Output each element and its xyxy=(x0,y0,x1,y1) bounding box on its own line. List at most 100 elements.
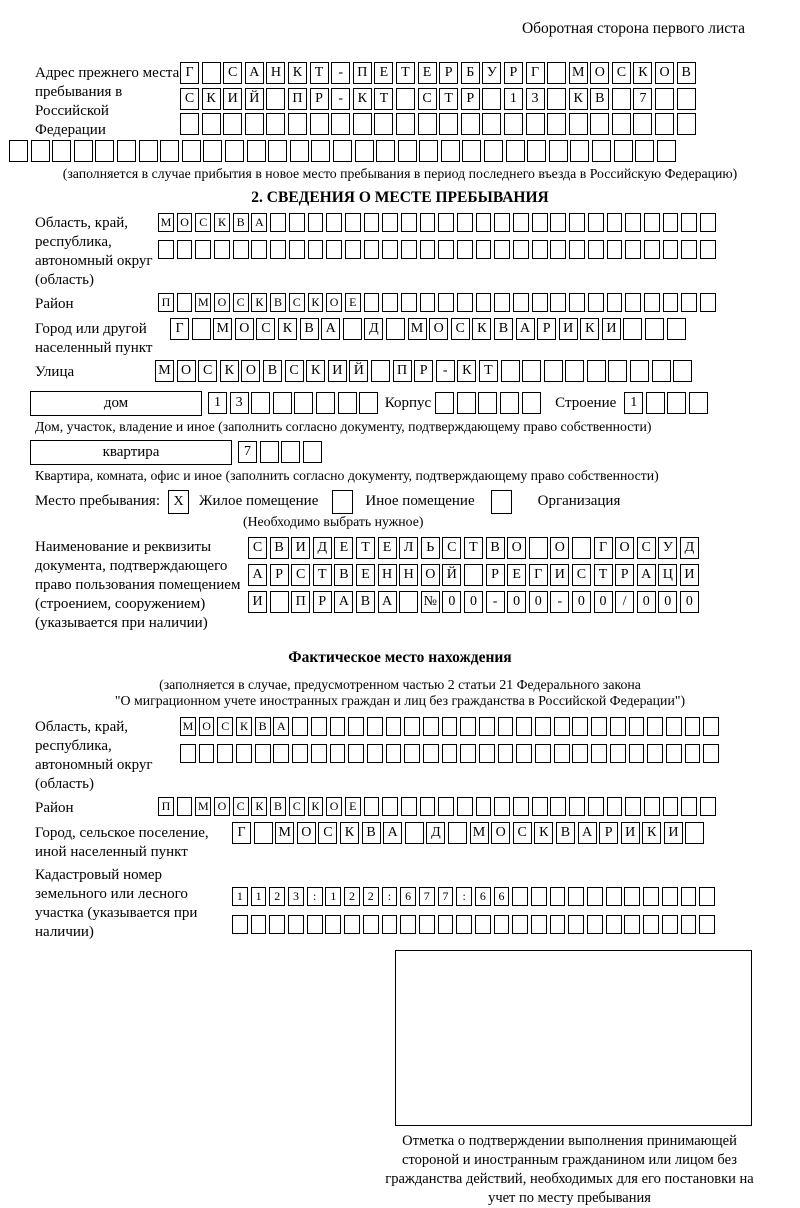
char-cell[interactable]: Н xyxy=(377,563,397,586)
char-cell[interactable]: И xyxy=(248,590,267,613)
char-cell[interactable] xyxy=(665,743,682,763)
char-cell[interactable]: К xyxy=(307,292,324,312)
char-cell[interactable] xyxy=(587,887,603,906)
char-cell[interactable] xyxy=(404,822,424,844)
char-cell[interactable]: Ь xyxy=(420,536,440,559)
char-cell[interactable] xyxy=(418,915,435,934)
char-cell[interactable] xyxy=(531,796,548,816)
char-cell[interactable]: И xyxy=(550,563,570,586)
char-cell[interactable] xyxy=(52,140,72,162)
char-cell[interactable] xyxy=(568,113,588,135)
char-cell[interactable] xyxy=(550,292,567,312)
char-cell[interactable]: Ц xyxy=(658,563,678,586)
char-cell[interactable] xyxy=(643,887,659,906)
char-cell[interactable] xyxy=(628,716,645,736)
char-cell[interactable]: С xyxy=(180,87,199,110)
char-cell[interactable] xyxy=(549,915,566,934)
char-cell[interactable] xyxy=(662,212,679,232)
char-cell[interactable]: Е xyxy=(344,796,361,816)
char-cell[interactable] xyxy=(681,292,698,312)
char-cell[interactable] xyxy=(217,743,234,763)
char-cell[interactable] xyxy=(493,915,510,934)
char-cell[interactable]: О xyxy=(241,360,261,382)
char-cell[interactable] xyxy=(625,796,641,816)
char-cell[interactable]: К xyxy=(251,796,268,816)
char-cell[interactable] xyxy=(479,716,495,736)
char-cell[interactable] xyxy=(307,212,324,232)
char-cell[interactable] xyxy=(366,716,383,736)
char-cell[interactable]: О xyxy=(615,536,635,559)
checkbox-other-premises[interactable] xyxy=(332,489,354,514)
char-cell[interactable] xyxy=(201,113,221,135)
char-cell[interactable] xyxy=(400,212,417,232)
char-cell[interactable]: К xyxy=(214,212,230,232)
char-cell[interactable] xyxy=(382,239,399,259)
char-cell[interactable]: К xyxy=(534,822,554,844)
char-cell[interactable] xyxy=(273,743,290,763)
char-cell[interactable]: 1 xyxy=(250,887,267,906)
char-cell[interactable] xyxy=(195,239,212,259)
char-cell[interactable]: В xyxy=(361,822,381,844)
char-cell[interactable]: 6 xyxy=(474,887,491,906)
char-cell[interactable] xyxy=(116,140,136,162)
char-cell[interactable]: С xyxy=(611,62,631,84)
char-cell[interactable] xyxy=(176,239,193,259)
char-cell[interactable] xyxy=(460,743,477,763)
char-cell[interactable] xyxy=(494,212,511,232)
char-cell[interactable]: В xyxy=(676,62,696,84)
char-cell[interactable]: С xyxy=(512,822,532,844)
char-cell[interactable]: Е xyxy=(334,536,354,559)
char-cell[interactable] xyxy=(572,716,589,736)
char-cell[interactable] xyxy=(628,743,645,763)
char-cell[interactable] xyxy=(681,796,698,816)
char-cell[interactable]: Р xyxy=(599,822,619,844)
char-cell[interactable]: С xyxy=(450,318,470,340)
char-cell[interactable] xyxy=(419,212,436,232)
char-cell[interactable] xyxy=(422,743,439,763)
char-cell[interactable] xyxy=(512,887,529,906)
char-cell[interactable] xyxy=(342,318,362,340)
char-cell[interactable] xyxy=(643,796,660,816)
char-cell[interactable]: А xyxy=(383,822,403,844)
char-cell[interactable]: В xyxy=(485,536,505,559)
char-cell[interactable]: М xyxy=(155,360,174,382)
char-cell[interactable] xyxy=(447,822,467,844)
char-cell[interactable]: А xyxy=(515,318,535,340)
char-cell[interactable] xyxy=(326,212,342,232)
char-cell[interactable]: К xyxy=(287,62,307,84)
char-cell[interactable] xyxy=(9,140,28,162)
char-cell[interactable] xyxy=(344,239,361,259)
char-cell[interactable] xyxy=(437,915,454,934)
char-cell[interactable]: В xyxy=(270,796,286,816)
char-cell[interactable] xyxy=(571,536,591,559)
char-cell[interactable] xyxy=(268,140,288,162)
char-cell[interactable] xyxy=(568,915,585,934)
char-cell[interactable]: Д xyxy=(312,536,332,559)
char-cell[interactable]: Л xyxy=(399,536,419,559)
char-cell[interactable]: И xyxy=(291,536,311,559)
char-cell[interactable] xyxy=(656,140,676,162)
char-cell[interactable]: С xyxy=(248,536,267,559)
char-cell[interactable]: О xyxy=(176,360,196,382)
char-cell[interactable]: - xyxy=(550,590,570,613)
char-cell[interactable]: : xyxy=(456,887,473,906)
char-cell[interactable]: К xyxy=(201,87,221,110)
char-cell[interactable] xyxy=(521,392,541,414)
document-grid-row-3[interactable]: И П Р А В А № 0 0-0 0-0 0/0 0 0 xyxy=(248,590,701,613)
char-cell[interactable] xyxy=(310,716,327,736)
char-cell[interactable] xyxy=(624,915,641,934)
char-cell[interactable]: 7 xyxy=(437,887,454,906)
char-cell[interactable]: Р xyxy=(414,360,434,382)
char-cell[interactable] xyxy=(587,796,604,816)
char-cell[interactable]: 3 xyxy=(229,392,249,414)
char-cell[interactable] xyxy=(482,87,502,110)
char-cell[interactable] xyxy=(158,239,174,259)
prev-address-grid-row-4[interactable] xyxy=(9,140,800,162)
char-cell[interactable] xyxy=(586,360,606,382)
char-cell[interactable]: В xyxy=(493,318,513,340)
char-cell[interactable] xyxy=(587,915,603,934)
char-cell[interactable]: 1 xyxy=(624,392,644,414)
